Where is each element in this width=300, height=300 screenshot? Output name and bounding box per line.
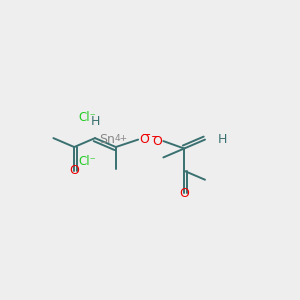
Text: O: O — [179, 187, 189, 200]
Text: H: H — [218, 133, 227, 146]
Text: 4+: 4+ — [115, 134, 128, 142]
Text: O: O — [152, 135, 162, 148]
Text: Cl⁻: Cl⁻ — [79, 111, 97, 124]
Text: Cl⁻: Cl⁻ — [79, 155, 97, 168]
Text: H: H — [90, 115, 100, 128]
Text: −: − — [150, 132, 160, 142]
Text: −: − — [142, 130, 151, 140]
Text: O: O — [69, 164, 79, 177]
Text: Sn: Sn — [99, 133, 115, 146]
Text: O: O — [140, 133, 149, 146]
